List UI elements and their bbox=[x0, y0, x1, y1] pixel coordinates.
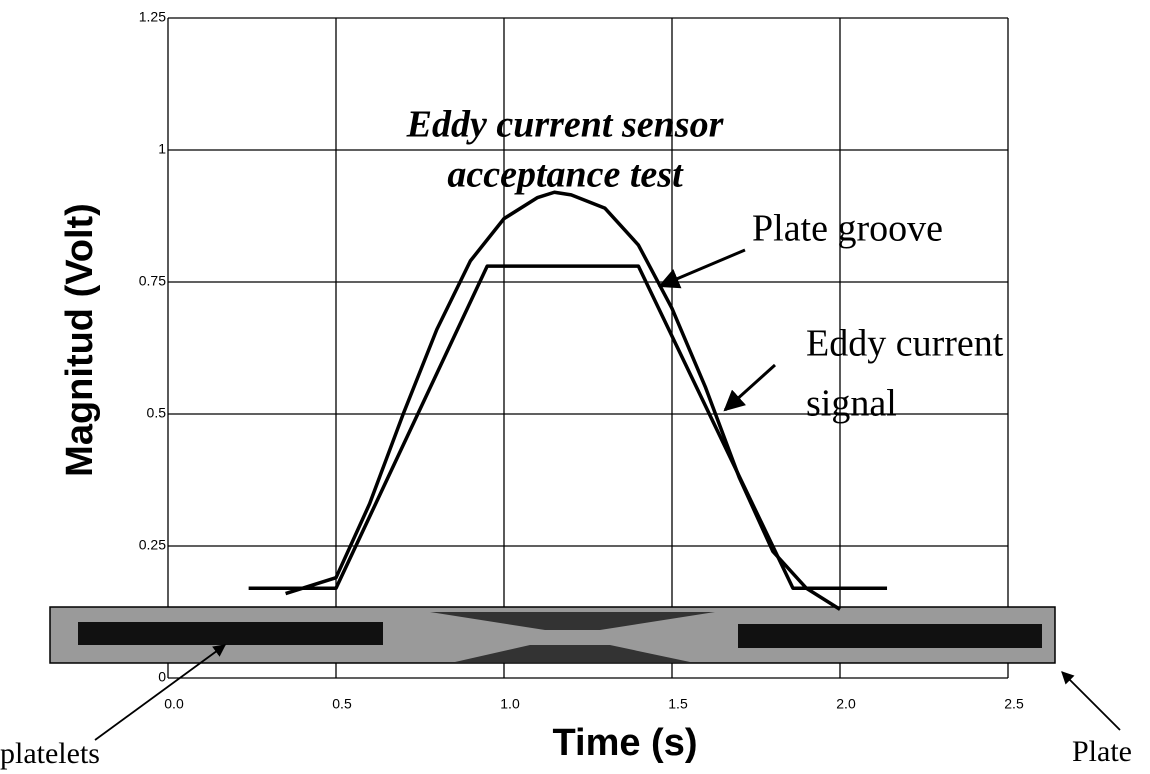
annotation: signal bbox=[806, 383, 897, 425]
line bbox=[285, 190, 841, 611]
series bbox=[248, 190, 888, 611]
line bbox=[248, 264, 888, 590]
annotation: platelets bbox=[0, 737, 100, 770]
x-tick-label: 0.0 bbox=[164, 696, 184, 712]
arrow bbox=[723, 363, 777, 412]
arrows bbox=[94, 248, 1121, 741]
chart-title: acceptance test bbox=[447, 154, 684, 196]
plate-illustration bbox=[49, 606, 1056, 664]
x-tick-label: 2.0 bbox=[836, 696, 856, 712]
arrow bbox=[658, 248, 746, 289]
y-tick-label: 1 bbox=[158, 141, 166, 157]
x-tick-label: 0.5 bbox=[332, 696, 352, 712]
groove bbox=[455, 645, 690, 662]
y-axis-title: Magnitud (Volt) bbox=[59, 203, 101, 477]
arrow bbox=[1061, 671, 1121, 731]
x-axis-title: Time (s) bbox=[552, 722, 697, 764]
x-tick-label: 1.0 bbox=[500, 696, 520, 712]
x-tick-label: 1.5 bbox=[668, 696, 688, 712]
grid bbox=[167, 17, 1009, 679]
y-tick-label: 0.75 bbox=[139, 273, 166, 289]
y-tick-label: 0.25 bbox=[139, 537, 166, 553]
y-tick-label: 0.5 bbox=[147, 405, 167, 421]
annotation: Plate groove bbox=[752, 208, 943, 250]
y-tick-label: 1.25 bbox=[139, 9, 166, 25]
annotation: Plate bbox=[1072, 735, 1132, 768]
groove bbox=[430, 612, 715, 630]
platelet bbox=[738, 624, 1042, 648]
x-tick-label: 2.5 bbox=[1004, 696, 1024, 712]
annotation: Eddy current bbox=[806, 323, 1004, 365]
chart-title: Eddy current sensor bbox=[406, 104, 725, 146]
arrow bbox=[94, 644, 227, 741]
y-tick-label: 0 bbox=[158, 669, 166, 685]
platelet bbox=[78, 622, 383, 645]
